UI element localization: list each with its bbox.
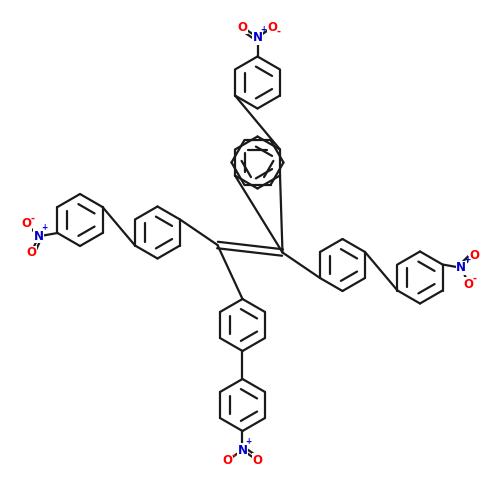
Text: -: - — [232, 450, 236, 460]
Text: N: N — [456, 262, 466, 274]
Text: +: + — [464, 255, 470, 264]
Text: -: - — [276, 27, 280, 37]
Text: O: O — [464, 278, 474, 290]
Text: O: O — [21, 217, 31, 230]
Text: O: O — [469, 248, 479, 262]
Text: +: + — [246, 437, 252, 446]
Text: O: O — [252, 454, 262, 467]
Text: O: O — [267, 20, 277, 34]
Text: +: + — [42, 224, 48, 232]
Text: O: O — [26, 246, 36, 259]
Text: N: N — [238, 444, 248, 456]
Text: -: - — [473, 274, 477, 284]
Text: +: + — [260, 24, 266, 34]
Text: O: O — [238, 20, 248, 34]
Text: N: N — [34, 230, 44, 243]
Text: N: N — [252, 31, 262, 44]
Text: -: - — [30, 214, 34, 224]
Text: O: O — [223, 454, 233, 467]
